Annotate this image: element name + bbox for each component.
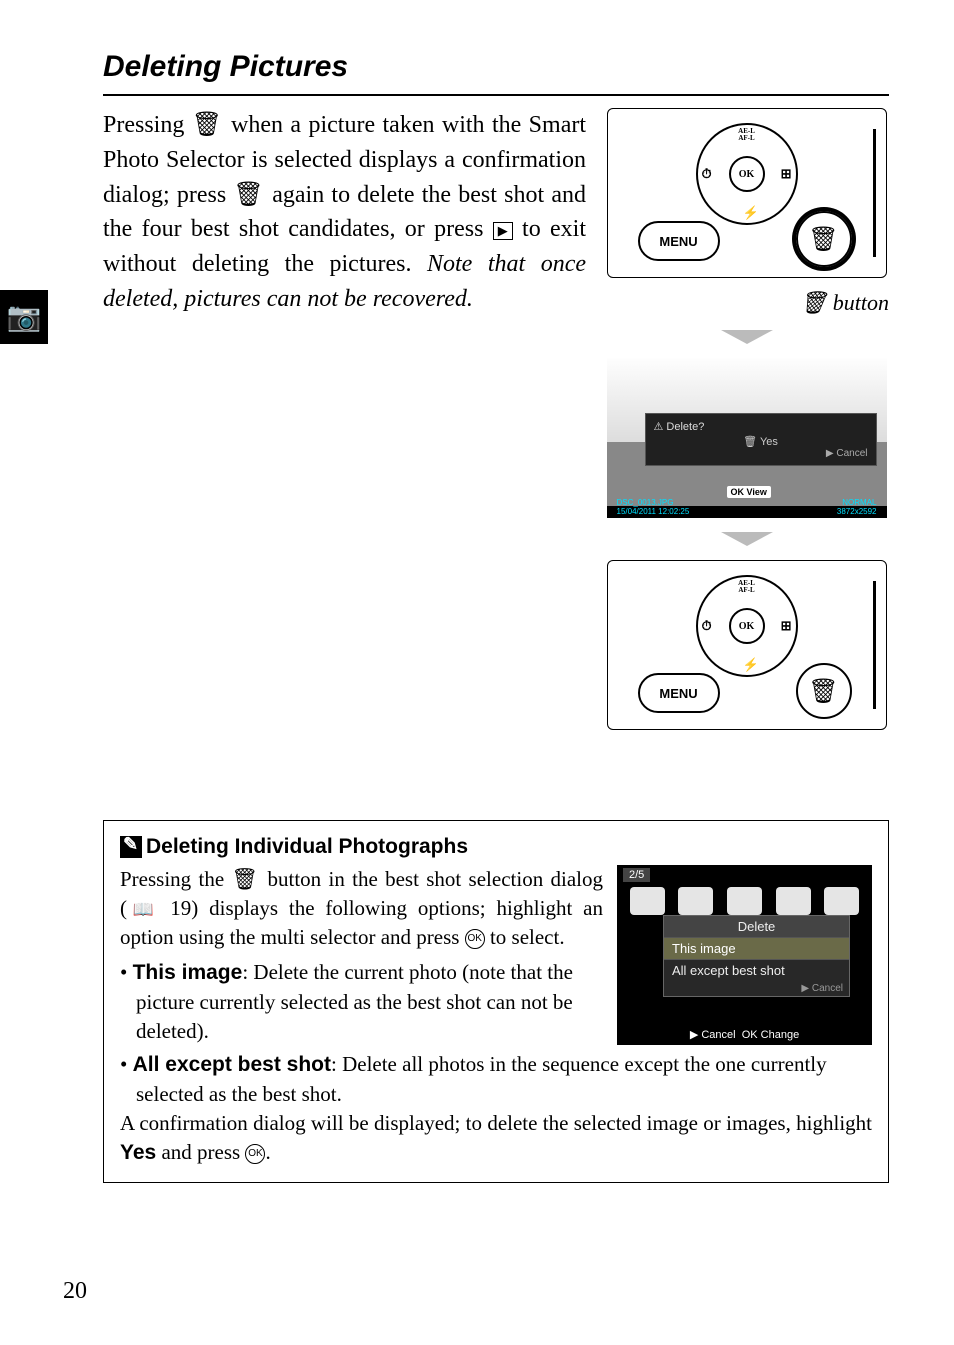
trash-icon: 🗑 [231, 867, 260, 891]
camera-mode-icon: 📷 [7, 300, 42, 334]
lcd-delete-confirm: ⚠ Delete? 🗑 Yes ▶ Cancel OK View DSC_001… [607, 358, 887, 518]
separator [873, 581, 876, 709]
ok-center: OK [729, 608, 765, 644]
delete-cancel: ▶ Cancel [654, 448, 868, 459]
note-content-row: Pressing the 🗑 button in the best shot s… [120, 865, 872, 1046]
note-text-column: Pressing the 🗑 button in the best shot s… [120, 865, 603, 1046]
trash-icon: 🗑 [192, 112, 224, 138]
bullet-this-image: • This image: Delete the current photo (… [120, 958, 603, 1046]
flash-icon: ⚡ [743, 657, 759, 673]
exposure-icon: ⊞ [781, 166, 792, 182]
timer-icon: ⏱ [702, 166, 712, 182]
note-title: Deleting Individual Photographs [120, 835, 872, 859]
delete-dialog: ⚠ Delete? 🗑 Yes ▶ Cancel [645, 413, 877, 466]
separator [873, 129, 876, 257]
trash-icon: 🗑 [799, 290, 827, 315]
ael-afl-label: AE-LAF-L [738, 580, 755, 594]
control-wheel: AE-LAF-L OK ⏱ ⊞ ⚡ [696, 123, 798, 225]
option-all-except: All except best shot [664, 959, 849, 981]
ok-icon: OK [245, 1144, 265, 1164]
text: Pressing [103, 112, 192, 138]
side-tab: 📷 [0, 290, 48, 344]
menu-button: MENU [638, 221, 720, 261]
note-confirmation-text: A confirmation dialog will be displayed;… [120, 1109, 872, 1168]
pencil-icon [120, 836, 142, 858]
lcd-footer: ▶ Cancel OK Change [617, 1028, 872, 1041]
note-box: Deleting Individual Photographs Pressing… [103, 820, 889, 1183]
trash-button-highlighted: 🗑 [796, 211, 852, 267]
delete-options-dialog: Delete This image All except best shot ▶… [663, 915, 850, 997]
delete-yes: 🗑 Yes [654, 435, 868, 448]
note-lcd-screen: 2/5 Delete This image All except best sh… [617, 865, 872, 1045]
ok-center: OK [729, 156, 765, 192]
page-ref: 19 [170, 896, 191, 920]
button-caption: 🗑 button [604, 290, 889, 316]
arrow-down-icon [721, 532, 773, 546]
exposure-icon: ⊞ [781, 618, 792, 634]
trash-icon: 🗑 [233, 182, 265, 208]
text: to select. [485, 925, 565, 949]
main-paragraph: Pressing 🗑 when a picture taken with the… [103, 108, 586, 317]
title-rule [103, 94, 889, 96]
menu-button: MENU [638, 673, 720, 713]
timer-icon: ⏱ [702, 618, 712, 634]
trash-icon: 🗑 [808, 225, 838, 254]
ok-view-badge: OK View [727, 486, 771, 498]
option-this-image: This image [664, 937, 849, 959]
trash-button: 🗑 [796, 663, 852, 719]
main-content: Pressing 🗑 when a picture taken with the… [103, 108, 889, 730]
trash-icon: 🗑 [808, 677, 838, 706]
dialog-title: Delete [664, 916, 849, 937]
flash-icon: ⚡ [743, 205, 759, 221]
control-wheel: AE-LAF-L OK ⏱ ⊞ ⚡ [696, 575, 798, 677]
ael-afl-label: AE-LAF-L [738, 128, 755, 142]
image-info: NORMAL3872x2592 [837, 498, 877, 516]
note-full-width: • All except best shot: Delete all photo… [120, 1050, 872, 1168]
lcd-counter: 2/5 [623, 868, 650, 882]
ok-icon: OK [465, 929, 485, 949]
arrow-down-icon [721, 330, 773, 344]
delete-question: ⚠ Delete? [654, 420, 868, 433]
camera-diagram-top: AE-LAF-L OK ⏱ ⊞ ⚡ MENU 🗑 [607, 108, 887, 278]
page-number: 20 [63, 1278, 87, 1305]
filename: DSC_0013.JPG15/04/2011 12:02:25 [617, 498, 690, 516]
text: Pressing the [120, 867, 231, 891]
play-icon: ▶ [493, 222, 513, 240]
book-icon [127, 896, 159, 920]
dialog-cancel: ▶ Cancel [664, 981, 849, 996]
bullet-all-except: • All except best shot: Delete all photo… [120, 1050, 872, 1109]
image-column: AE-LAF-L OK ⏱ ⊞ ⚡ MENU 🗑 🗑 button [604, 108, 889, 730]
page-title: Deleting Pictures [103, 50, 889, 84]
lcd-metadata: DSC_0013.JPG15/04/2011 12:02:25 NORMAL38… [617, 498, 877, 516]
camera-diagram-bottom: AE-LAF-L OK ⏱ ⊞ ⚡ MENU 🗑 [607, 560, 887, 730]
